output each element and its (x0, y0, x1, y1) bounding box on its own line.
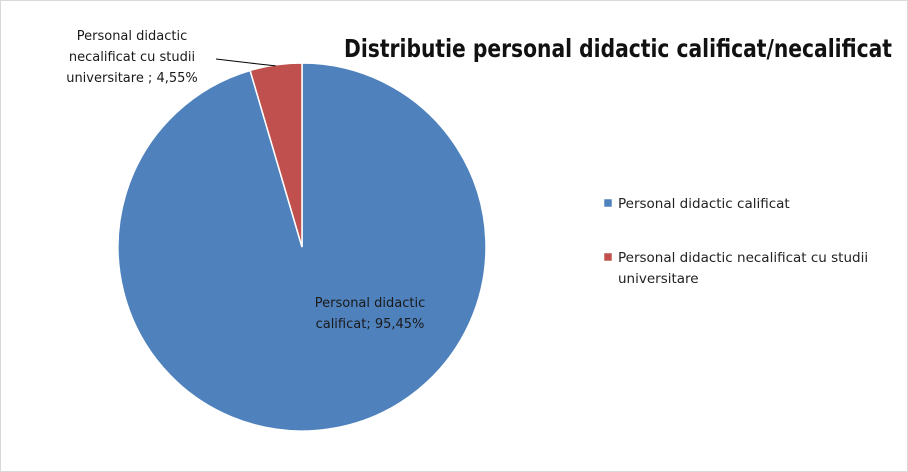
legend-swatch-2 (603, 252, 613, 262)
legend-entry-1: Personal didactic calificat (618, 196, 790, 212)
data-label-necalificat-line: universitare ; 4,55% (66, 71, 198, 86)
data-label-calificat: Personal didactic calificat; 95,45% (315, 296, 425, 332)
pie-slices (117, 62, 487, 432)
legend-swatch-1 (603, 198, 613, 208)
data-label-necalificat-line: necalificat cu studii (69, 50, 195, 65)
legend-entry-2: Personal didactic necalificat cu studii u… (618, 250, 868, 287)
leader-line (215, 58, 276, 67)
legend-entry-1-line: Personal didactic calificat (618, 196, 790, 212)
data-label-calificat-line: calificat; 95,45% (316, 317, 425, 332)
legend-entry-2-line: Personal didactic necalificat cu studii (618, 250, 868, 266)
pie-slice-2[interactable] (249, 62, 303, 248)
legend-entry-2-line: universitare (618, 271, 699, 287)
chart-title: Distributie personal didactic calificat/… (344, 34, 892, 63)
sheet-gridline-top (0, 0, 908, 1)
data-labels: Personal didactic calificat; 95,45%Person… (66, 29, 425, 332)
chart-legend: Personal didactic calificat Personal dida… (603, 196, 868, 287)
sheet-gridline-left (0, 0, 1, 472)
data-label-necalificat-line: Personal didactic (77, 29, 187, 44)
data-label-calificat-line: Personal didactic (315, 296, 425, 311)
data-label-necalificat: Personal didactic necalificat cu studii un… (66, 29, 198, 86)
